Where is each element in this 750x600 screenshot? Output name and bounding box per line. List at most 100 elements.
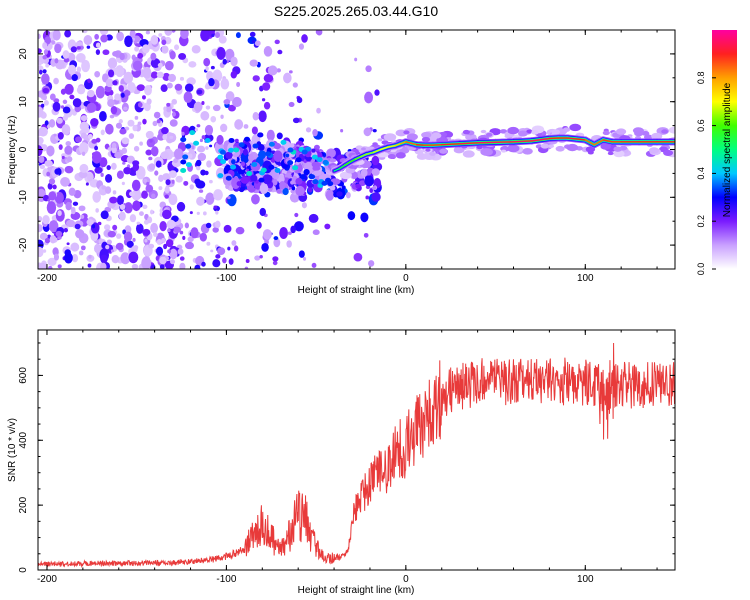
spectrogram-cell: [194, 264, 201, 269]
spectrogram-cell: [199, 232, 207, 242]
spectrogram-cell: [133, 245, 139, 250]
spectrogram-cell: [165, 104, 172, 113]
spectrogram-cell: [129, 30, 136, 38]
spectrogram-cell: [263, 101, 271, 110]
spectrogram-cell: [234, 119, 244, 130]
spectrogram-cell: [501, 149, 507, 153]
spectrogram-cell: [166, 82, 173, 89]
spectrogram-cell: [109, 114, 115, 119]
spectrogram-cell: [196, 196, 205, 206]
spectrogram-cell: [259, 183, 269, 195]
snr-y-tick-label: 200: [18, 496, 29, 513]
spectrogram-cell: [191, 145, 195, 150]
colorbar-label: Normalized spectral amplitude: [722, 82, 733, 217]
spectrogram-cell: [364, 91, 374, 104]
spectrogram-cell: [651, 132, 663, 140]
spectrogram-cell: [252, 112, 259, 121]
spectrogram-cell: [215, 254, 221, 259]
spectrogram-cell: [54, 58, 59, 64]
spectrogram-cell: [38, 216, 43, 222]
spectrogram-cell: [205, 66, 209, 72]
spectrogram-cell: [235, 32, 241, 39]
spectrogram-cell: [613, 146, 623, 152]
spectrogram-cell: [298, 43, 305, 50]
spectrogram-cell: [189, 211, 193, 215]
spectrogram-cell: [100, 129, 105, 136]
spectrogram-cell: [259, 255, 263, 259]
spectrogram-cell: [377, 138, 383, 142]
spectrogram-cell: [476, 145, 483, 150]
spectrogram-cell: [421, 131, 432, 139]
spectrogram-cell: [145, 149, 153, 156]
spectrogram-cell: [246, 183, 250, 187]
spectrogram-cell: [150, 71, 159, 79]
spectrogram-cell: [166, 102, 171, 107]
spectrogram-cell: [168, 73, 177, 83]
spectrogram-cell: [429, 151, 436, 156]
spectrogram-cell: [266, 129, 275, 142]
spectrogram-cell: [169, 50, 176, 60]
spectrogram-cell: [99, 157, 108, 168]
spectrogram-cell: [71, 74, 78, 82]
spectrogram-cell: [292, 82, 298, 88]
spectrogram-cell: [180, 159, 187, 165]
spectrogram-cell: [196, 145, 206, 153]
spectrogram-cell: [38, 131, 42, 137]
spectrogram-cell: [325, 189, 335, 201]
spectrogram-cell: [52, 184, 57, 190]
spectrogram-cell: [150, 35, 159, 45]
spectrogram-cell: [38, 106, 44, 118]
spectrogram-cell: [301, 34, 308, 43]
spectrogram-cell: [55, 230, 63, 237]
spectrogram-cell: [365, 195, 370, 200]
spectrogram-cell: [42, 54, 47, 60]
spectrogram-cell: [425, 148, 431, 152]
spectrogram-cell: [289, 70, 293, 74]
spectrogram-cell: [169, 135, 174, 140]
spectrogram-cell: [161, 237, 166, 244]
spectrogram-cell: [63, 228, 69, 233]
spectrogram-cell: [277, 49, 283, 55]
spectrogram-cell: [218, 35, 227, 44]
spectrogram-cell: [170, 259, 176, 265]
spectrogram-ridge-segment: [349, 158, 357, 163]
spectrogram-cell: [251, 161, 258, 167]
spectrogram-cell: [355, 183, 361, 189]
spectrogram-cell: [182, 235, 186, 240]
spectrogram-cell: [311, 154, 318, 160]
spectrogram-cell: [61, 155, 65, 160]
spectrogram-cell: [276, 132, 283, 140]
spectrogram-cell: [562, 127, 571, 132]
spectrogram-cell: [44, 160, 53, 167]
spectrogram-cell: [64, 165, 74, 174]
spectrogram-cell: [124, 202, 133, 214]
spectrogram-x-tick-label: -200: [37, 273, 57, 284]
spectrogram-cell: [70, 242, 80, 252]
spectrogram-cell: [228, 137, 235, 143]
spectrogram-cell: [365, 65, 372, 73]
spectrogram-cell: [196, 211, 200, 215]
spectrogram-cell: [220, 123, 228, 133]
spectrogram-cell: [116, 233, 122, 239]
spectrogram-cell: [179, 230, 184, 235]
spectrogram-cell: [303, 169, 310, 176]
spectrogram-cell: [233, 245, 239, 252]
spectrogram-cell: [91, 151, 102, 164]
spectrogram-cell: [57, 235, 62, 240]
spectrogram-cell: [204, 124, 214, 136]
spectrogram-cell: [251, 39, 256, 44]
spectrogram-cell: [119, 52, 125, 61]
spectrogram-y-axis-label: Frequency (Hz): [7, 116, 18, 185]
spectrogram-cell: [244, 266, 249, 269]
snr-x-tick-label: 100: [577, 574, 594, 585]
spectrogram-cell: [65, 201, 72, 211]
spectrogram-cell: [231, 159, 236, 165]
spectrogram-cell: [171, 108, 176, 112]
spectrogram-cell: [152, 120, 158, 127]
spectrogram-cell: [142, 118, 147, 125]
spectrogram-cell: [316, 30, 323, 36]
spectrogram-cell: [274, 167, 281, 173]
spectrogram-cell: [114, 151, 123, 159]
spectrogram-cell: [236, 81, 241, 88]
spectrogram-cell: [171, 179, 175, 184]
